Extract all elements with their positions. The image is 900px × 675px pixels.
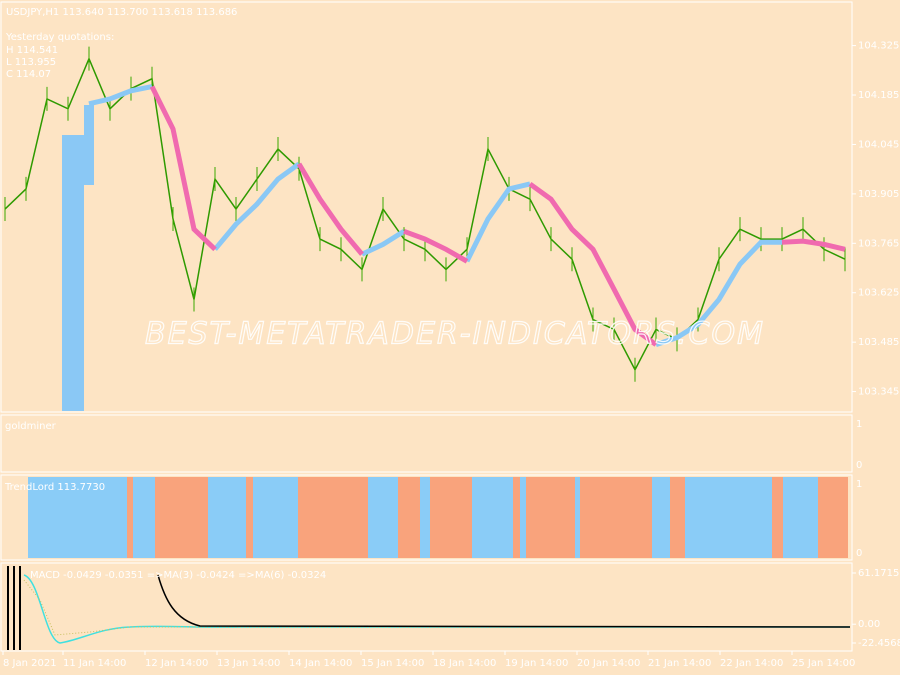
y-tick-label: 103.485 bbox=[858, 337, 899, 348]
x-tick-label: 12 Jan 14:00 bbox=[145, 658, 208, 669]
trend-band bbox=[420, 477, 430, 558]
trend-band bbox=[670, 477, 685, 558]
axis-label: 0 bbox=[856, 460, 862, 471]
trend-band bbox=[818, 477, 848, 558]
trend-band bbox=[208, 477, 246, 558]
y-tick-label: 104.045 bbox=[858, 139, 899, 150]
trend-band bbox=[398, 477, 420, 558]
trend-band bbox=[783, 477, 818, 558]
x-tick-label: 14 Jan 14:00 bbox=[289, 658, 352, 669]
y-tick-label: 104.185 bbox=[858, 90, 899, 101]
yesterday-low: L 113.955 bbox=[6, 57, 56, 68]
trendlord-panel bbox=[0, 474, 853, 561]
macd-line bbox=[157, 574, 851, 628]
y-tick-label: -22.4568 bbox=[858, 638, 900, 649]
x-tick-label: 21 Jan 14:00 bbox=[648, 658, 711, 669]
trend-band bbox=[513, 477, 520, 558]
trend-band bbox=[246, 477, 253, 558]
indicator-block bbox=[62, 135, 84, 411]
trend-band bbox=[575, 477, 580, 558]
x-tick-label: 15 Jan 14:00 bbox=[361, 658, 424, 669]
macd-histogram bbox=[23, 579, 850, 636]
x-tick-label: 13 Jan 14:00 bbox=[217, 658, 280, 669]
yesterday-label: Yesterday quotations: bbox=[5, 32, 114, 43]
x-tick-label: 19 Jan 14:00 bbox=[505, 658, 568, 669]
panel-label: TrendLord 113.7730 bbox=[4, 482, 105, 493]
trend-band bbox=[368, 477, 398, 558]
panel-label: MACD -0.0429 -0.0351 =>MA(3) -0.0424 =>M… bbox=[30, 570, 326, 581]
trend-band bbox=[652, 477, 670, 558]
x-tick-label: 18 Jan 14:00 bbox=[433, 658, 496, 669]
yesterday-high: H 114.541 bbox=[6, 45, 58, 56]
y-tick-label: 103.765 bbox=[858, 238, 899, 249]
trend-band bbox=[133, 477, 155, 558]
trend-band bbox=[253, 477, 298, 558]
indicator-block bbox=[84, 105, 94, 185]
watermark: BEST-METATRADER-INDICATORS.COM bbox=[145, 317, 765, 352]
y-tick-label: 0.00 bbox=[858, 619, 880, 630]
trend-band bbox=[685, 477, 772, 558]
y-tick-label: 103.345 bbox=[858, 387, 899, 398]
trend-band bbox=[526, 477, 575, 558]
goldminer-panel bbox=[0, 414, 853, 473]
macd-panel bbox=[0, 562, 853, 652]
x-tick-label: 8 Jan 2021 bbox=[3, 658, 57, 669]
y-tick-label: 103.905 bbox=[858, 189, 899, 200]
macd-signal bbox=[23, 574, 850, 644]
y-tick-label: 103.625 bbox=[858, 288, 899, 299]
trend-band bbox=[772, 477, 783, 558]
axis-label: 0 bbox=[856, 548, 862, 559]
y-tick-label: 61.1715 bbox=[858, 568, 899, 579]
trend-band bbox=[155, 477, 208, 558]
trend-band bbox=[580, 477, 652, 558]
trend-band bbox=[520, 477, 526, 558]
trend-band bbox=[127, 477, 133, 558]
trend-band bbox=[28, 477, 127, 558]
symbol-header: USDJPY,H1 113.640 113.700 113.618 113.68… bbox=[6, 7, 237, 18]
axis-label: 1 bbox=[856, 419, 862, 430]
x-tick-label: 20 Jan 14:00 bbox=[577, 658, 640, 669]
trend-band bbox=[298, 477, 368, 558]
x-tick-label: 25 Jan 14:00 bbox=[792, 658, 855, 669]
ma-down bbox=[149, 85, 846, 347]
trend-band bbox=[430, 477, 472, 558]
trend-band bbox=[472, 477, 513, 558]
y-tick-label: 104.325 bbox=[858, 41, 899, 52]
x-tick-label: 11 Jan 14:00 bbox=[63, 658, 126, 669]
ma-up bbox=[88, 84, 782, 347]
panel-label: goldminer bbox=[5, 421, 57, 432]
main-panel bbox=[0, 1, 853, 413]
yesterday-close: C 114.07 bbox=[6, 69, 51, 80]
x-tick-label: 22 Jan 14:00 bbox=[720, 658, 783, 669]
axis-label: 1 bbox=[856, 479, 862, 490]
